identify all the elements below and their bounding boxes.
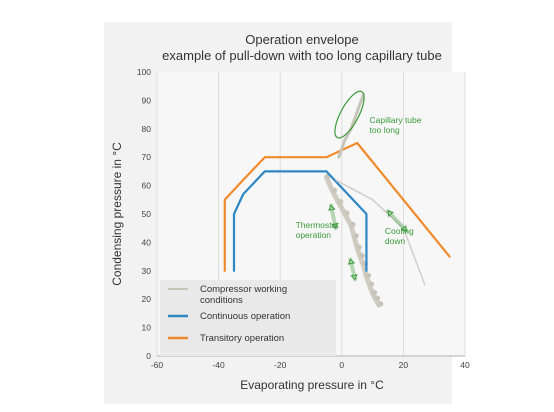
thermostat-arrow-lower	[347, 257, 358, 282]
y-tick-label: 50	[142, 209, 152, 219]
x-tick-label: -60	[151, 360, 164, 370]
chart-title: Operation envelope	[245, 32, 358, 47]
cooling-arrow	[386, 209, 409, 234]
series-line-1	[232, 170, 368, 272]
y-tick-label: 80	[142, 124, 152, 134]
x-tick-label: -20	[274, 360, 287, 370]
annotation-label: Capillary tube too long	[370, 115, 422, 135]
y-axis-label: Condensing pressure in °C	[110, 142, 124, 286]
working-point	[372, 289, 378, 296]
y-tick-label: 70	[142, 152, 152, 162]
thermostat-arrow-upper	[328, 203, 339, 231]
working-point	[353, 233, 359, 239]
working-point	[331, 187, 338, 193]
annotation-label: Thermostat operation	[296, 220, 340, 240]
y-tick-label: 40	[142, 237, 152, 247]
x-axis-label: Evaporating pressure in °C	[240, 378, 384, 392]
annotation-label: Cooling down	[385, 226, 414, 246]
working-point	[338, 199, 344, 205]
legend-box	[160, 280, 336, 356]
working-point	[365, 272, 372, 279]
working-point	[344, 210, 350, 216]
x-tick-label: 0	[339, 360, 344, 370]
y-tick-label: 20	[142, 294, 152, 304]
x-tick-label: -40	[212, 360, 225, 370]
working-point	[350, 221, 356, 227]
y-tick-label: 30	[142, 266, 152, 276]
x-tick-label: 20	[399, 360, 409, 370]
legend-label: Transitory operation	[200, 333, 284, 344]
y-tick-label: 90	[142, 95, 152, 105]
legend-label: Continuous operation	[200, 311, 290, 322]
y-tick-label: 60	[142, 181, 152, 191]
y-tick-label: 10	[142, 323, 152, 333]
series-line-2	[223, 141, 451, 272]
working-point	[356, 244, 362, 250]
y-tick-label: 100	[137, 67, 151, 77]
capillary-ellipse	[334, 90, 365, 139]
working-point	[368, 281, 375, 287]
working-point	[378, 301, 384, 307]
x-tick-label: 40	[460, 360, 470, 370]
y-tick-label: 0	[146, 351, 151, 361]
working-point	[375, 295, 381, 301]
chart-subtitle: example of pull-down with too long capil…	[162, 48, 442, 63]
legend-label: Compressor working conditions	[200, 284, 287, 306]
working-point	[359, 253, 365, 259]
